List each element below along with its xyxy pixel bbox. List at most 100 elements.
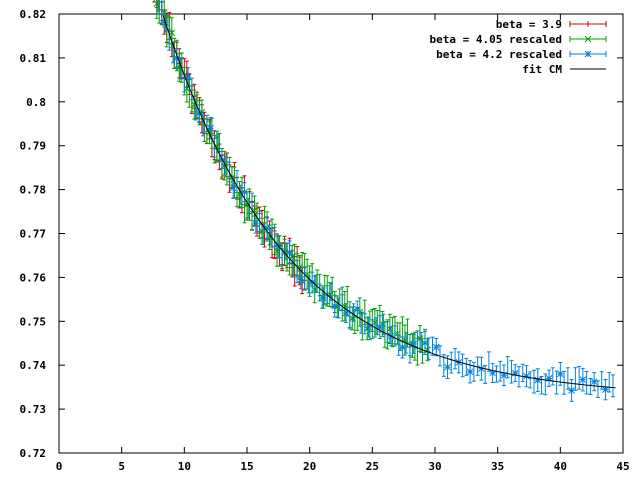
data-point [545, 369, 553, 387]
marker-d2 [523, 372, 530, 380]
data-point [392, 325, 397, 345]
marker-d2 [213, 143, 221, 151]
data-point [302, 266, 307, 291]
marker-d2 [416, 335, 424, 342]
data-point [303, 258, 311, 290]
data-point [584, 371, 589, 395]
data-point [212, 135, 217, 158]
x-tick-label: 45 [616, 460, 629, 473]
data-point [390, 316, 395, 348]
marker-d2 [243, 201, 251, 209]
plot-frame [58, 13, 624, 454]
x-tick-label: 10 [178, 460, 191, 473]
y-tick-label: 0.81 [20, 52, 47, 65]
marker-d2 [207, 124, 215, 132]
data-point [308, 271, 316, 294]
data-point [449, 351, 454, 374]
data-point [498, 360, 503, 382]
data-point [153, 0, 161, 19]
data-point [370, 319, 375, 340]
data-point [234, 170, 239, 194]
data-point [410, 333, 418, 354]
data-point [556, 361, 564, 386]
marker-d2 [353, 305, 361, 313]
data-point [336, 297, 341, 319]
data-point [371, 308, 379, 338]
legend-entry: beta = 4.05 rescaled [430, 33, 607, 46]
data-point [196, 104, 203, 123]
data-point [532, 369, 537, 394]
marker-d2 [579, 376, 587, 383]
marker-d2 [296, 263, 303, 271]
data-point [157, 0, 162, 24]
y-tick-label: 0.75 [20, 315, 47, 328]
data-point [178, 57, 183, 80]
marker-d2 [221, 162, 228, 169]
marker-d2 [326, 291, 334, 298]
data-point [550, 367, 555, 386]
marker-d2 [584, 50, 592, 58]
data-point [172, 37, 177, 69]
marker-d2 [432, 343, 440, 351]
marker-d2 [196, 109, 203, 117]
legend-entry: fit CM [522, 63, 606, 76]
marker-d2 [173, 54, 181, 62]
marker-d2 [371, 319, 379, 327]
y-tick-label: 0.82 [20, 8, 47, 21]
marker-d2 [399, 344, 406, 351]
data-point [444, 355, 451, 379]
data-point [213, 130, 221, 163]
marker-d2 [297, 276, 305, 283]
marker-d2 [236, 190, 243, 198]
data-point [466, 360, 474, 384]
y-tick-label: 0.72 [20, 447, 47, 460]
data-point [331, 294, 339, 318]
x-tick-label: 5 [118, 460, 125, 473]
data-point [347, 306, 352, 330]
data-point [252, 212, 260, 234]
data-point [341, 291, 349, 322]
marker-d2 [311, 286, 319, 293]
y-tick-label: 0.77 [20, 228, 47, 241]
marker-d2 [153, 0, 161, 8]
y-tick-label: 0.79 [20, 140, 47, 153]
data-point [430, 336, 435, 356]
data-point [385, 321, 390, 343]
data-point [274, 235, 282, 259]
series-2 [156, 0, 615, 402]
data-point [407, 342, 412, 364]
y-tick-label: 0.76 [20, 271, 47, 284]
data-point [478, 356, 485, 381]
data-point [464, 357, 469, 376]
marker-d2 [466, 368, 474, 376]
x-tick-label: 30 [428, 460, 441, 473]
data-point [590, 372, 598, 392]
data-point [295, 259, 300, 284]
data-point [399, 336, 406, 359]
data-point [475, 356, 480, 376]
data-point [396, 334, 401, 356]
data-point [374, 317, 379, 335]
marker-d2 [308, 279, 316, 286]
x-tick-label: 15 [240, 460, 253, 473]
data-point [351, 303, 356, 322]
marker-d2 [273, 247, 281, 255]
data-point [257, 213, 262, 232]
marker-d2 [421, 339, 429, 347]
data-point [511, 364, 519, 382]
marker-d2 [281, 248, 288, 256]
marker-d2 [424, 346, 431, 354]
data-point [509, 360, 514, 384]
data-point [432, 337, 440, 357]
legend-label: beta = 3.9 [496, 18, 562, 31]
data-point [246, 197, 251, 219]
data-point [610, 374, 615, 398]
data-point [424, 338, 431, 362]
marker-d2 [252, 219, 260, 227]
y-tick-label: 0.8 [26, 96, 46, 109]
data-point [573, 367, 578, 391]
axis-ticks: 0 5 10 15 20 25 30 35 40 45 0.72 0.73 0.74 0.75 0.76 0.… [20, 8, 630, 473]
data-point [520, 363, 525, 382]
data-point [297, 269, 305, 290]
marker-d2 [206, 128, 213, 136]
